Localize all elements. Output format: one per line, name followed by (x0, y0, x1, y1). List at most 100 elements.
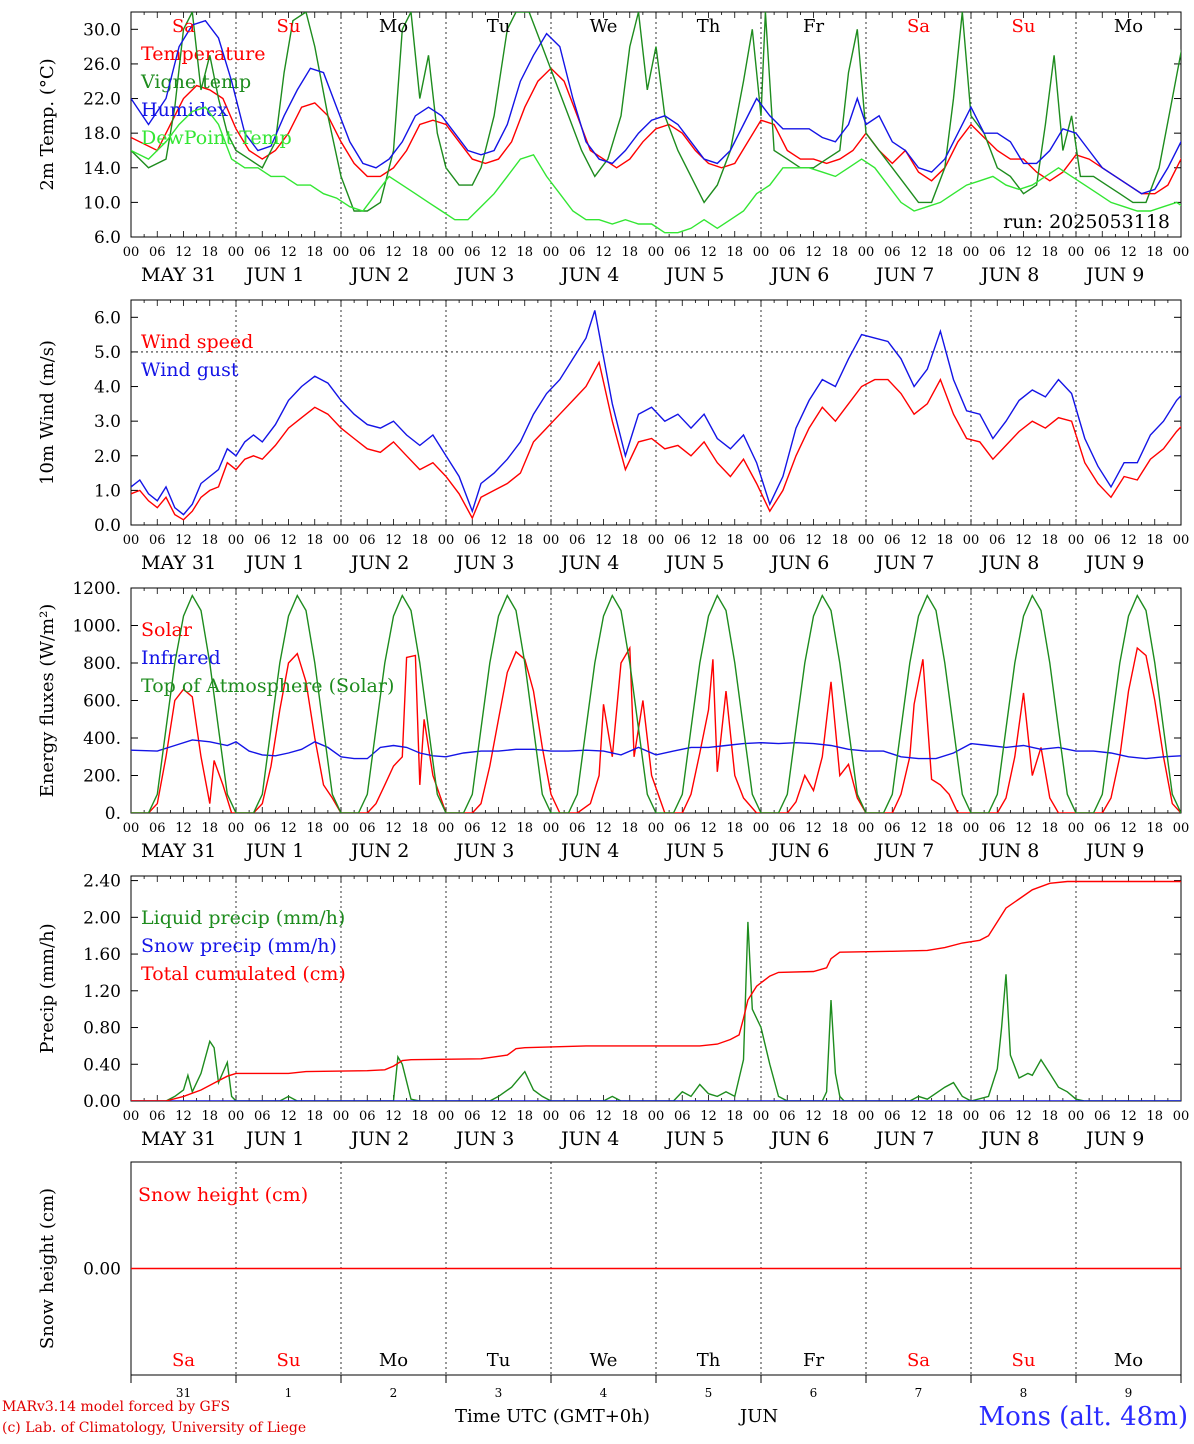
x-hour-label: 00 (1173, 1109, 1190, 1124)
x-hour-label: 06 (464, 245, 481, 260)
x-day-number: 6 (810, 1386, 818, 1400)
legend-entry: Infrared (141, 647, 221, 669)
panel-3: 00 06 12 18 00 06 12 18 00 06 12 18 00 06 12 18 00 06 12 18… (37, 579, 1189, 862)
x-hour-label: 06 (254, 245, 271, 260)
x-hour-label: 18 (306, 245, 323, 260)
x-date-label: JUN 3 (454, 552, 514, 574)
x-day-number: 31 (176, 1386, 191, 1400)
x-hour-label: 06 (464, 1109, 481, 1124)
x-hour-label: 06 (779, 1109, 796, 1124)
y-tick-label: 1.20 (83, 982, 121, 1002)
x-hour-label: 12 (805, 821, 822, 836)
panel-2: 00 06 12 18 00 06 12 18 00 06 12 18 00 06 12 18 00 06 12 18… (37, 299, 1189, 574)
x-hour-label: 00 (1068, 821, 1085, 836)
x-hour-label: 12 (490, 1109, 507, 1124)
x-date-label: JUN 8 (979, 1128, 1039, 1150)
x-hour-label: 00 (963, 245, 980, 260)
y-tick-label: 5.0 (94, 343, 121, 363)
x-hour-label: 06 (569, 821, 586, 836)
x-date-label: JUN 7 (874, 1128, 934, 1150)
x-date-label: JUN 6 (769, 840, 829, 862)
weekday-label: Mo (379, 1350, 408, 1371)
y-tick-label: 1.60 (83, 945, 121, 965)
x-hour-label: 00 (963, 533, 980, 548)
x-hour-label: 00 (858, 245, 875, 260)
x-hour-label: 12 (385, 1109, 402, 1124)
x-hour-label: 06 (149, 1109, 166, 1124)
x-day-number: 8 (1020, 1386, 1028, 1400)
x-hour-label: 18 (726, 533, 743, 548)
x-hour-label: 06 (1094, 245, 1111, 260)
x-hour-label: 00 (333, 533, 350, 548)
x-hour-label: 00 (543, 533, 560, 548)
x-hour-label: 06 (989, 821, 1006, 836)
y-tick-label: 200. (83, 767, 121, 787)
x-hour-label: 18 (516, 1109, 533, 1124)
x-hour-label: 00 (123, 245, 140, 260)
x-hour-label: 00 (228, 245, 245, 260)
weekday-label: Fr (803, 16, 824, 37)
x-hour-label: 12 (910, 821, 927, 836)
copyright-credit: (c) Lab. of Climatology, University of L… (2, 1420, 307, 1436)
weekday-label: Mo (1114, 1350, 1143, 1371)
x-date-label: JUN 4 (559, 1128, 619, 1150)
x-hour-label: 18 (201, 245, 218, 260)
x-date-label: MAY 31 (141, 1128, 216, 1150)
x-date-label: JUN 1 (244, 552, 304, 574)
x-date-label: JUN 1 (244, 1128, 304, 1150)
x-hour-label: 12 (385, 245, 402, 260)
run-label: run: 2025053118 (1003, 211, 1170, 233)
x-hour-label: 18 (831, 1109, 848, 1124)
x-hour-label: 12 (910, 245, 927, 260)
x-hour-label: 12 (700, 1109, 717, 1124)
x-date-label: JUN 9 (1084, 552, 1144, 574)
x-date-label: JUN 2 (349, 552, 409, 574)
legend-entry: Total cumulated (cm) (141, 963, 346, 985)
y-tick-label: 6.0 (94, 308, 121, 328)
x-date-label: JUN 9 (1084, 1128, 1144, 1150)
legend-entry: Wind speed (141, 331, 253, 353)
x-hour-label: 12 (595, 821, 612, 836)
x-hour-label: 18 (201, 533, 218, 548)
model-credit: MARv3.14 model forced by GFS (2, 1399, 231, 1415)
x-hour-label: 00 (753, 533, 770, 548)
x-hour-label: 18 (306, 1109, 323, 1124)
weekday-label: Fr (803, 1350, 824, 1371)
x-hour-label: 12 (595, 533, 612, 548)
y-tick-label: 10.0 (83, 193, 121, 213)
x-hour-label: 00 (858, 821, 875, 836)
x-hour-label: 18 (936, 533, 953, 548)
y-axis-title: Snow height (cm) (37, 1188, 58, 1349)
x-date-label: JUN 3 (454, 264, 514, 286)
legend-entry: Liquid precip (mm/h) (141, 907, 345, 929)
series-solar (131, 645, 1181, 813)
x-hour-label: 00 (333, 245, 350, 260)
x-date-label: MAY 31 (141, 840, 216, 862)
x-hour-label: 06 (149, 821, 166, 836)
x-hour-label: 18 (726, 245, 743, 260)
series-vigne-temp (131, 12, 1181, 212)
x-date-label: JUN 5 (664, 1128, 724, 1150)
x-hour-label: 18 (1146, 533, 1163, 548)
x-hour-label: 12 (1015, 533, 1032, 548)
y-axis-title: 10m Wind (m/s) (37, 340, 58, 485)
x-hour-label: 00 (1068, 245, 1085, 260)
x-hour-label: 00 (543, 821, 560, 836)
x-hour-label: 00 (648, 1109, 665, 1124)
x-hour-label: 18 (201, 821, 218, 836)
x-hour-label: 12 (595, 245, 612, 260)
weekday-label: We (590, 1350, 618, 1371)
x-hour-label: 12 (1120, 533, 1137, 548)
x-hour-label: 00 (753, 245, 770, 260)
x-hour-label: 06 (149, 533, 166, 548)
x-day-number: 7 (915, 1386, 923, 1400)
y-tick-label: 0.40 (83, 1055, 121, 1075)
x-hour-label: 18 (1041, 533, 1058, 548)
x-hour-label: 18 (831, 821, 848, 836)
time-axis-label: Time UTC (GMT+0h) (455, 1406, 650, 1427)
x-hour-label: 06 (989, 1109, 1006, 1124)
x-hour-label: 18 (411, 821, 428, 836)
x-hour-label: 12 (700, 245, 717, 260)
x-hour-label: 06 (569, 1109, 586, 1124)
